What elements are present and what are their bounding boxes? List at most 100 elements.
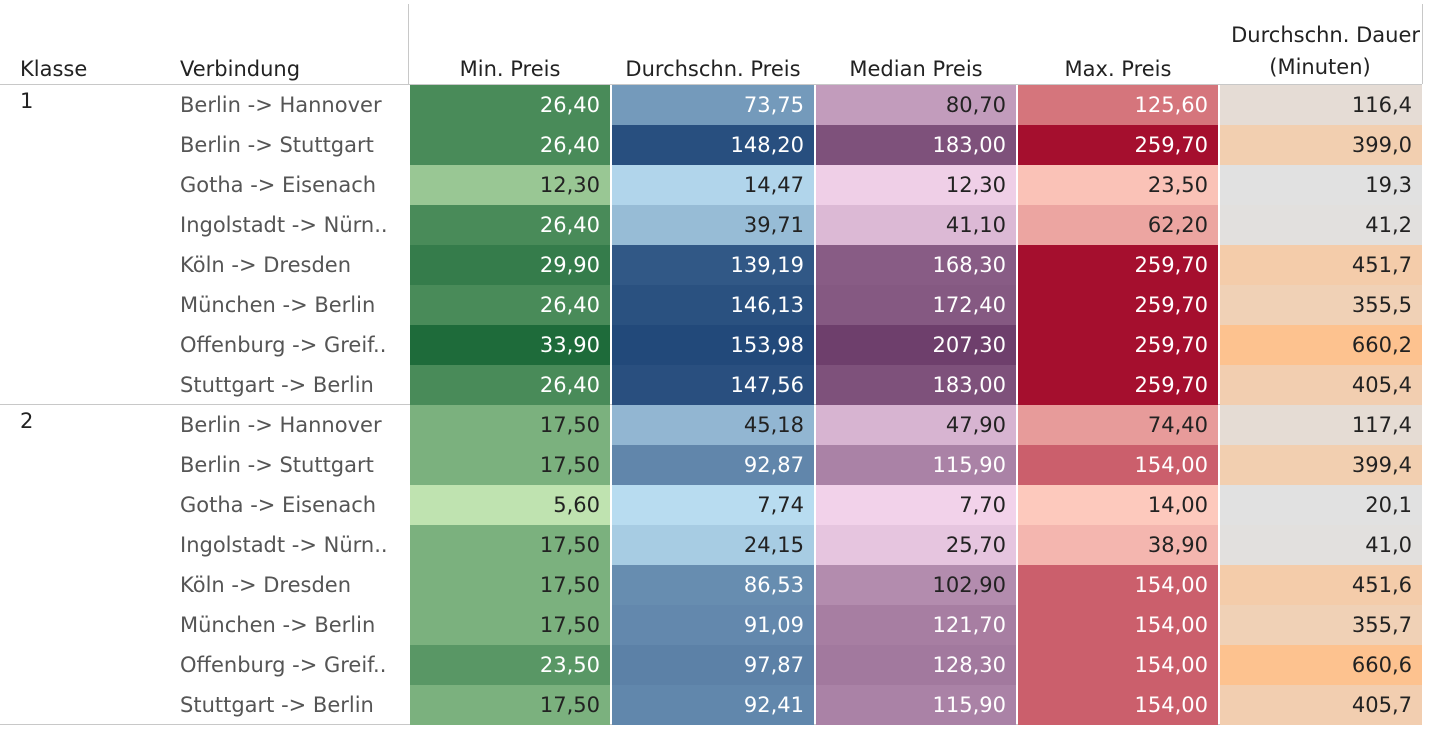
cell-median: 102,90 bbox=[816, 565, 1016, 605]
cell-min: 26,40 bbox=[410, 285, 610, 325]
cell-avg: 153,98 bbox=[612, 325, 814, 365]
klasse-label: 1 bbox=[20, 89, 34, 113]
verbindung-label: Stuttgart -> Berlin bbox=[180, 373, 374, 397]
cell-median: 25,70 bbox=[816, 525, 1016, 565]
cell-median: 172,40 bbox=[816, 285, 1016, 325]
cell-avg: 73,75 bbox=[612, 85, 814, 125]
cell-avg: 97,87 bbox=[612, 645, 814, 685]
cell-dauer: 660,2 bbox=[1220, 325, 1422, 365]
header-durchschn-preis: Durchschn. Preis bbox=[625, 57, 801, 81]
verbindung-label: München -> Berlin bbox=[180, 293, 376, 317]
header-max-preis: Max. Preis bbox=[1064, 57, 1172, 81]
header-min-preis: Min. Preis bbox=[459, 57, 561, 81]
cell-max: 23,50 bbox=[1018, 165, 1218, 205]
cell-avg: 148,20 bbox=[612, 125, 814, 165]
cell-dauer: 355,5 bbox=[1220, 285, 1422, 325]
cell-avg: 92,87 bbox=[612, 445, 814, 485]
cell-max: 259,70 bbox=[1018, 325, 1218, 365]
header-median-preis: Median Preis bbox=[849, 57, 983, 81]
verbindung-label: Berlin -> Hannover bbox=[180, 93, 382, 117]
cell-dauer: 116,4 bbox=[1220, 85, 1422, 125]
verbindung-label: Offenburg -> Greif.. bbox=[180, 333, 387, 357]
verbindung-label: Ingolstadt -> Nürn.. bbox=[180, 533, 388, 557]
cell-min: 26,40 bbox=[410, 205, 610, 245]
cell-min: 23,50 bbox=[410, 645, 610, 685]
cell-max: 154,00 bbox=[1018, 645, 1218, 685]
cell-median: 12,30 bbox=[816, 165, 1016, 205]
verbindung-label: Köln -> Dresden bbox=[180, 573, 352, 597]
cell-max: 154,00 bbox=[1018, 445, 1218, 485]
cell-dauer: 117,4 bbox=[1220, 405, 1422, 445]
cell-median: 47,90 bbox=[816, 405, 1016, 445]
cell-avg: 146,13 bbox=[612, 285, 814, 325]
cell-avg: 7,74 bbox=[612, 485, 814, 525]
klasse-label: 2 bbox=[20, 409, 34, 433]
cell-median: 115,90 bbox=[816, 685, 1016, 725]
cell-min: 17,50 bbox=[410, 525, 610, 565]
cell-dauer: 355,7 bbox=[1220, 605, 1422, 645]
cell-median: 7,70 bbox=[816, 485, 1016, 525]
cell-avg: 147,56 bbox=[612, 365, 814, 405]
cell-median: 41,10 bbox=[816, 205, 1016, 245]
header-bottom-line bbox=[0, 84, 1422, 85]
cell-min: 29,90 bbox=[410, 245, 610, 285]
right-border bbox=[1422, 4, 1423, 84]
cell-avg: 14,47 bbox=[612, 165, 814, 205]
cell-min: 26,40 bbox=[410, 85, 610, 125]
cell-median: 207,30 bbox=[816, 325, 1016, 365]
cell-max: 259,70 bbox=[1018, 125, 1218, 165]
cell-avg: 86,53 bbox=[612, 565, 814, 605]
cell-median: 168,30 bbox=[816, 245, 1016, 285]
cell-min: 17,50 bbox=[410, 445, 610, 485]
header-dauer-unit: (Minuten) bbox=[1269, 55, 1371, 79]
cell-dauer: 41,0 bbox=[1220, 525, 1422, 565]
verbindung-label: Offenburg -> Greif.. bbox=[180, 653, 387, 677]
cell-dauer: 20,1 bbox=[1220, 485, 1422, 525]
cell-max: 259,70 bbox=[1018, 245, 1218, 285]
cell-dauer: 405,7 bbox=[1220, 685, 1422, 725]
verbindung-label: Gotha -> Eisenach bbox=[180, 493, 377, 517]
header-klasse: Klasse bbox=[20, 57, 88, 81]
cell-dauer: 405,4 bbox=[1220, 365, 1422, 405]
cell-max: 259,70 bbox=[1018, 285, 1218, 325]
verbindung-label: Gotha -> Eisenach bbox=[180, 173, 377, 197]
cell-max: 154,00 bbox=[1018, 565, 1218, 605]
cell-dauer: 660,6 bbox=[1220, 645, 1422, 685]
cell-avg: 92,41 bbox=[612, 685, 814, 725]
verbindung-label: München -> Berlin bbox=[180, 613, 376, 637]
cell-avg: 45,18 bbox=[612, 405, 814, 445]
verbindung-label: Stuttgart -> Berlin bbox=[180, 693, 374, 717]
cell-median: 115,90 bbox=[816, 445, 1016, 485]
verbindung-label: Berlin -> Stuttgart bbox=[180, 453, 374, 477]
verbindung-label: Berlin -> Hannover bbox=[180, 413, 382, 437]
verbindung-label: Berlin -> Stuttgart bbox=[180, 133, 374, 157]
verbindung-label: Köln -> Dresden bbox=[180, 253, 352, 277]
cell-median: 121,70 bbox=[816, 605, 1016, 645]
cell-avg: 91,09 bbox=[612, 605, 814, 645]
cell-avg: 139,19 bbox=[612, 245, 814, 285]
cell-max: 38,90 bbox=[1018, 525, 1218, 565]
cell-avg: 39,71 bbox=[612, 205, 814, 245]
cell-median: 80,70 bbox=[816, 85, 1016, 125]
header-verbindung: Verbindung bbox=[180, 57, 301, 81]
cell-max: 74,40 bbox=[1018, 405, 1218, 445]
cell-dauer: 399,0 bbox=[1220, 125, 1422, 165]
cell-avg: 24,15 bbox=[612, 525, 814, 565]
header-durchschn-dauer: Durchschn. Dauer bbox=[1231, 23, 1420, 47]
cell-dauer: 399,4 bbox=[1220, 445, 1422, 485]
cell-min: 26,40 bbox=[410, 365, 610, 405]
cell-min: 33,90 bbox=[410, 325, 610, 365]
cell-min: 17,50 bbox=[410, 605, 610, 645]
verbindung-label: Ingolstadt -> Nürn.. bbox=[180, 213, 388, 237]
cell-median: 183,00 bbox=[816, 125, 1016, 165]
cell-dauer: 451,7 bbox=[1220, 245, 1422, 285]
cell-min: 17,50 bbox=[410, 405, 610, 445]
cell-dauer: 19,3 bbox=[1220, 165, 1422, 205]
cell-max: 154,00 bbox=[1018, 605, 1218, 645]
cell-min: 26,40 bbox=[410, 125, 610, 165]
cell-min: 5,60 bbox=[410, 485, 610, 525]
cell-max: 125,60 bbox=[1018, 85, 1218, 125]
cell-dauer: 41,2 bbox=[1220, 205, 1422, 245]
cell-max: 62,20 bbox=[1018, 205, 1218, 245]
